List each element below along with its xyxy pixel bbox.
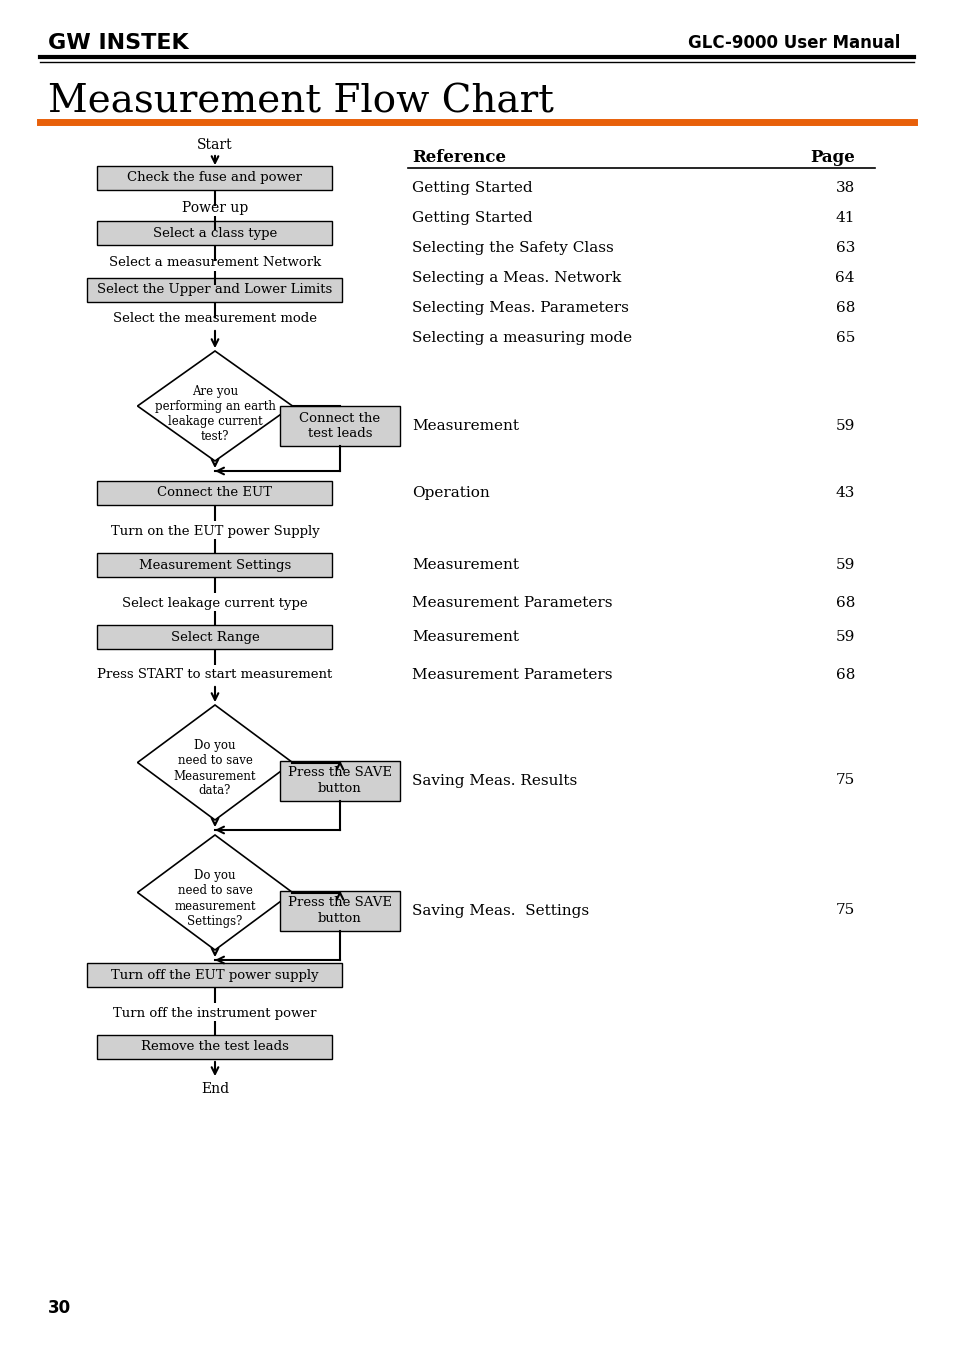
Text: Press START to start measurement: Press START to start measurement — [97, 668, 333, 682]
Text: Select a measurement Network: Select a measurement Network — [109, 256, 321, 270]
Text: 59: 59 — [835, 558, 854, 572]
Text: Selecting a Meas. Network: Selecting a Meas. Network — [412, 271, 620, 285]
Text: 68: 68 — [835, 668, 854, 682]
Text: Do you
need to save
measurement
Settings?: Do you need to save measurement Settings… — [174, 869, 255, 927]
Text: Reference: Reference — [412, 150, 505, 166]
Text: Turn off the EUT power supply: Turn off the EUT power supply — [112, 968, 318, 981]
Text: 38: 38 — [835, 181, 854, 194]
Bar — [88, 963, 342, 987]
Text: Select leakage current type: Select leakage current type — [122, 597, 308, 609]
Text: 59: 59 — [835, 418, 854, 433]
Text: 63: 63 — [835, 242, 854, 255]
Bar — [280, 406, 399, 446]
Text: End: End — [201, 1081, 229, 1096]
Text: Press the SAVE
button: Press the SAVE button — [288, 896, 392, 925]
Text: Measurement: Measurement — [412, 630, 518, 644]
Bar — [280, 891, 399, 930]
Text: Remove the test leads: Remove the test leads — [141, 1041, 289, 1053]
Text: 59: 59 — [835, 630, 854, 644]
Text: Page: Page — [809, 150, 854, 166]
Polygon shape — [137, 836, 293, 950]
Text: Selecting a measuring mode: Selecting a measuring mode — [412, 331, 632, 346]
Text: Measurement: Measurement — [412, 558, 518, 572]
Text: Selecting Meas. Parameters: Selecting Meas. Parameters — [412, 301, 628, 315]
Text: Measurement Parameters: Measurement Parameters — [412, 668, 612, 682]
Text: Power up: Power up — [182, 201, 248, 215]
Text: Measurement Parameters: Measurement Parameters — [412, 595, 612, 610]
Text: 65: 65 — [835, 331, 854, 346]
Text: Do you
need to save
Measurement
data?: Do you need to save Measurement data? — [173, 740, 256, 798]
Bar — [97, 221, 333, 244]
Text: Select a class type: Select a class type — [152, 227, 276, 239]
Text: Select the measurement mode: Select the measurement mode — [112, 312, 316, 325]
Text: Turn off the instrument power: Turn off the instrument power — [113, 1007, 316, 1019]
Bar — [97, 554, 333, 576]
Text: Operation: Operation — [412, 486, 489, 500]
Bar — [280, 760, 399, 801]
Text: Select the Upper and Lower Limits: Select the Upper and Lower Limits — [97, 284, 333, 297]
Text: 43: 43 — [835, 486, 854, 500]
Text: Check the fuse and power: Check the fuse and power — [128, 171, 302, 185]
Text: Connect the
test leads: Connect the test leads — [299, 412, 380, 440]
Text: Press the SAVE
button: Press the SAVE button — [288, 767, 392, 795]
Text: Measurement Flow Chart: Measurement Flow Chart — [48, 84, 554, 120]
Text: Are you
performing an earth
leakage current
test?: Are you performing an earth leakage curr… — [154, 385, 275, 443]
Text: 41: 41 — [835, 211, 854, 225]
Text: Turn on the EUT power Supply: Turn on the EUT power Supply — [111, 525, 319, 537]
Bar — [88, 278, 342, 302]
Text: 75: 75 — [835, 903, 854, 918]
Text: Saving Meas.  Settings: Saving Meas. Settings — [412, 903, 589, 918]
Text: Start: Start — [197, 138, 233, 153]
Bar — [97, 166, 333, 190]
Text: Measurement Settings: Measurement Settings — [139, 559, 291, 571]
Text: Selecting the Safety Class: Selecting the Safety Class — [412, 242, 613, 255]
Text: Connect the EUT: Connect the EUT — [157, 486, 273, 500]
Polygon shape — [137, 705, 293, 819]
Text: Select Range: Select Range — [171, 630, 259, 644]
Bar — [97, 481, 333, 505]
Bar — [97, 625, 333, 649]
Text: Getting Started: Getting Started — [412, 181, 532, 194]
Text: Saving Meas. Results: Saving Meas. Results — [412, 774, 577, 787]
Text: 30: 30 — [48, 1299, 71, 1318]
Text: GLC-9000 User Manual: GLC-9000 User Manual — [687, 34, 899, 53]
Text: 68: 68 — [835, 595, 854, 610]
Text: Getting Started: Getting Started — [412, 211, 532, 225]
Bar — [97, 1035, 333, 1058]
Text: Measurement: Measurement — [412, 418, 518, 433]
Text: 68: 68 — [835, 301, 854, 315]
Text: 64: 64 — [835, 271, 854, 285]
Polygon shape — [137, 351, 293, 460]
Text: GW INSTEK: GW INSTEK — [48, 32, 189, 53]
Text: 75: 75 — [835, 774, 854, 787]
